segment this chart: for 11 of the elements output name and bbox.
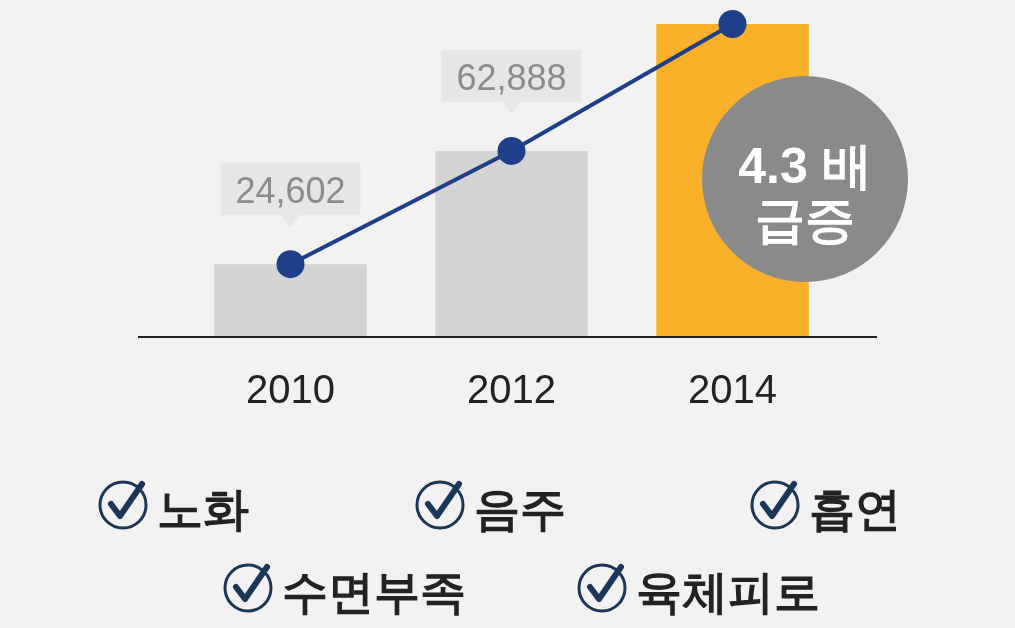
- annotation: 4.3 배 급증: [738, 138, 872, 248]
- text: 육체피로: [636, 566, 820, 618]
- x-tick-label: 2010: [246, 367, 335, 411]
- text: 음주: [474, 483, 566, 535]
- data-label: 62,888: [456, 56, 567, 98]
- text: 수면부족: [282, 566, 466, 618]
- x-tick-label: 2014: [688, 367, 777, 411]
- x-tick-label: 2012: [467, 367, 556, 411]
- data-label: 24,602: [235, 170, 346, 212]
- text: 흡연: [809, 483, 901, 535]
- text: 노화: [157, 483, 249, 535]
